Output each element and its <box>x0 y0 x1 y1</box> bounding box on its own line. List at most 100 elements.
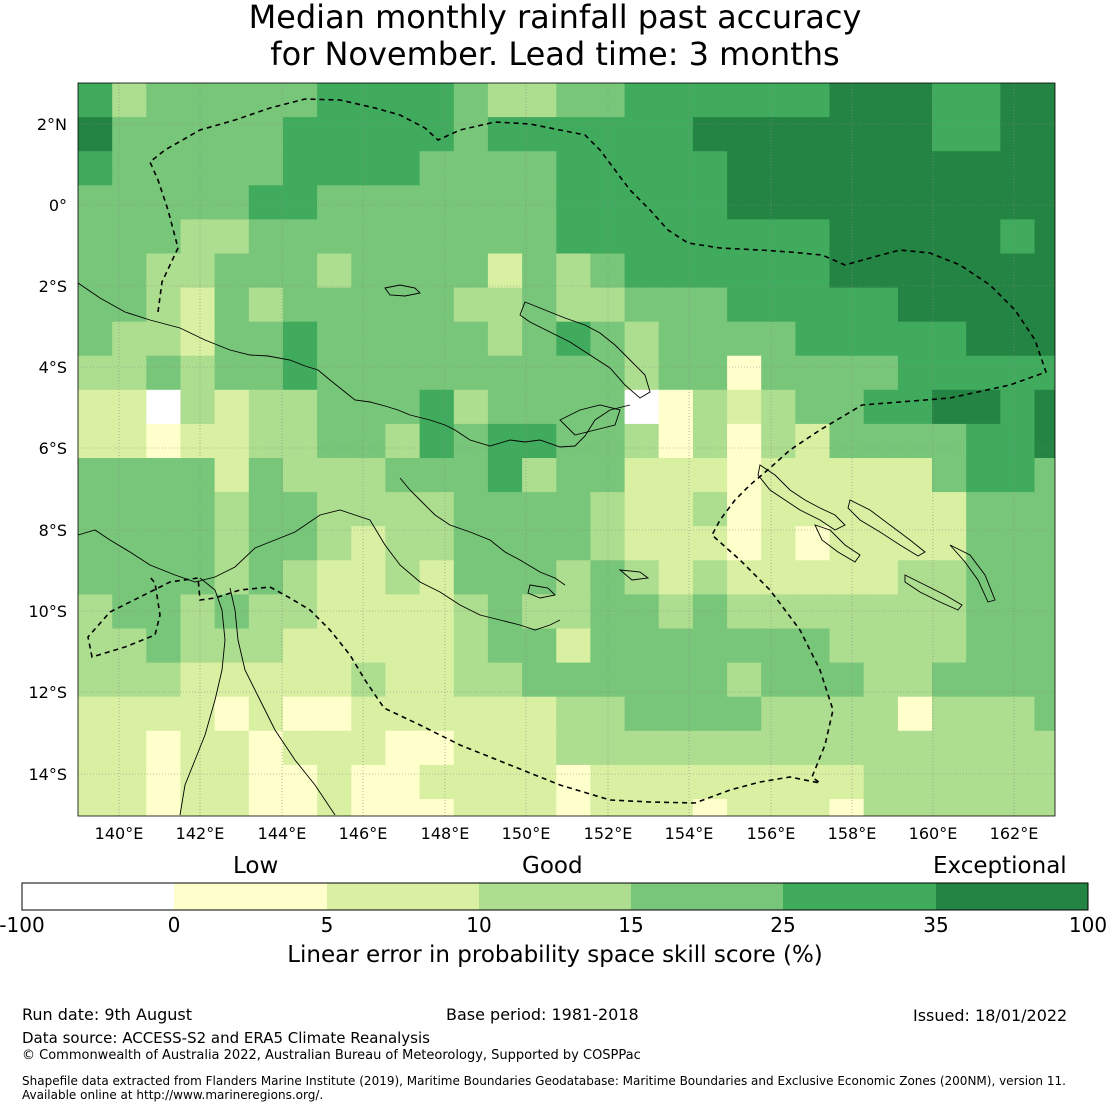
skill-cell <box>214 185 250 220</box>
skill-cell <box>966 185 1001 220</box>
skill-cell <box>692 287 728 323</box>
skill-cell <box>180 219 216 255</box>
skill-cell <box>317 423 352 459</box>
skill-cell <box>78 696 113 732</box>
skill-cell <box>487 458 523 493</box>
skill-cell <box>146 594 182 630</box>
skill-cell <box>1000 730 1036 766</box>
skill-cell <box>932 458 967 493</box>
skill-cell <box>556 662 592 698</box>
colorbar-tick-35: 35 <box>923 913 949 937</box>
skill-cell <box>453 526 489 561</box>
latitude-labels: 2°N 0° 2°S 4°S 6°S 8°S 10°S 12°S 14°S <box>28 115 67 784</box>
skill-cell <box>419 219 455 255</box>
skill-cell <box>795 389 831 425</box>
skill-cell <box>658 321 694 357</box>
skill-cell <box>214 799 250 816</box>
skill-cell <box>1000 151 1036 186</box>
skill-cell <box>727 185 762 220</box>
skill-cell <box>146 799 182 816</box>
colorbar-frame <box>21 882 1089 911</box>
skill-cell <box>248 458 284 493</box>
skill-cell <box>829 526 865 561</box>
skill-cell <box>795 219 831 255</box>
skill-cell <box>112 423 147 459</box>
skill-cell <box>248 151 284 186</box>
skill-cell <box>692 662 728 698</box>
skill-cell <box>283 423 318 459</box>
skill-cell <box>351 321 387 357</box>
skill-cell <box>727 117 762 152</box>
skill-cell <box>78 83 113 118</box>
skill-cell <box>658 764 694 800</box>
skill-cell <box>1034 287 1055 323</box>
skill-cell <box>1000 389 1036 425</box>
colorbar-tick-0: 0 <box>167 913 181 937</box>
skill-cell <box>248 219 284 255</box>
skill-cell <box>248 730 284 766</box>
skill-cell <box>248 253 284 289</box>
skill-cell <box>453 696 489 732</box>
skill-cell <box>692 219 728 255</box>
skill-cell <box>112 730 147 766</box>
skill-cell <box>1034 628 1055 664</box>
skill-cell <box>419 458 455 493</box>
skill-cell <box>453 185 489 220</box>
skill-cell <box>146 423 182 459</box>
skill-cell <box>146 83 182 118</box>
skill-cell <box>283 355 318 391</box>
skill-cell <box>829 560 865 595</box>
skill-cell <box>351 594 387 630</box>
skill-cell <box>453 560 489 595</box>
skill-cell <box>317 321 352 357</box>
skill-cell <box>453 730 489 766</box>
skill-cell <box>556 560 592 595</box>
skill-cell <box>1000 696 1036 732</box>
skill-cell <box>487 287 523 323</box>
skill-cell <box>966 662 1001 698</box>
colorbar-tick-neg100: -100 <box>0 913 45 937</box>
skill-cell <box>180 799 216 816</box>
skill-cell <box>863 423 899 459</box>
skill-cell <box>112 662 147 698</box>
skill-cell <box>761 799 796 816</box>
skill-cell <box>419 355 455 391</box>
skill-cell <box>966 458 1001 493</box>
skill-cell <box>863 219 899 255</box>
skill-cell <box>419 560 455 595</box>
skill-cell <box>317 560 352 595</box>
skill-cell <box>283 253 318 289</box>
skill-cell <box>522 492 557 527</box>
skill-cell <box>932 662 967 698</box>
skill-cell <box>522 355 557 391</box>
skill-cell <box>351 628 387 664</box>
skill-cell <box>1034 253 1055 289</box>
skill-cell <box>351 83 387 118</box>
manus-island <box>384 284 421 297</box>
skill-cell <box>180 185 216 220</box>
skill-cell <box>761 151 796 186</box>
skill-cell <box>248 287 284 323</box>
skill-cell <box>487 560 523 595</box>
skill-cell <box>419 185 455 220</box>
skill-cell <box>453 117 489 152</box>
skill-cell <box>214 764 250 800</box>
skill-cell <box>932 492 967 527</box>
skill-cell <box>317 662 352 698</box>
skill-cell <box>1000 594 1036 630</box>
skill-cell <box>727 321 762 357</box>
skill-cell <box>351 526 387 561</box>
skill-cell <box>658 253 694 289</box>
skill-cell <box>829 696 865 732</box>
issued-date: Issued: 18/01/2022 <box>913 1006 1068 1025</box>
skill-cell <box>522 321 557 357</box>
skill-cell <box>522 799 557 816</box>
skill-cell <box>932 696 967 732</box>
skill-cell <box>761 355 796 391</box>
skill-cell <box>966 423 1001 459</box>
skill-cell <box>932 526 967 561</box>
skill-cell <box>214 321 250 357</box>
skill-cell <box>351 185 387 220</box>
skill-cell <box>1034 355 1055 391</box>
skill-cell <box>351 696 387 732</box>
